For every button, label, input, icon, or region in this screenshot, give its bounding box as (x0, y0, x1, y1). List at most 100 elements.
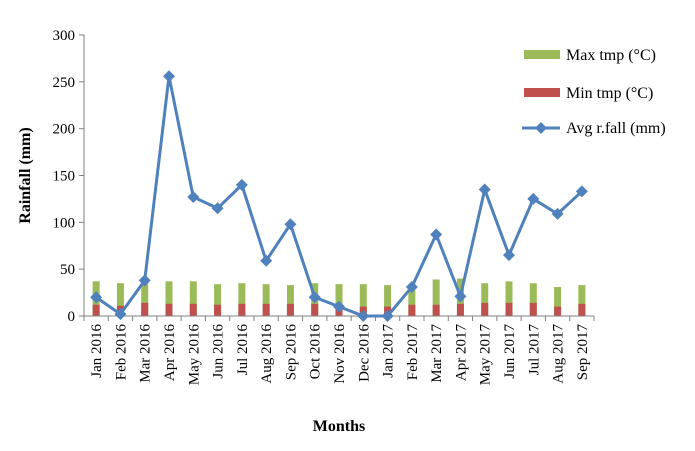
bar-max-tmp (529, 283, 537, 316)
x-tick-label: May 2016 (186, 324, 202, 386)
y-tick-label: 250 (53, 75, 76, 91)
axes (83, 35, 594, 317)
point-avg-rainfall (454, 290, 467, 303)
y-axis-ticks: 0 50 100 150 200 250 300 (53, 28, 84, 325)
y-tick-label: 300 (53, 28, 76, 44)
y-tick-label: 150 (53, 169, 76, 185)
bar-max-tmp (505, 281, 513, 316)
x-tick-label: Jun 2017 (502, 324, 518, 379)
x-tick-label: Jul 2017 (526, 324, 542, 376)
legend: Max tmp (°C) Min tmp (°C) Avg r.fall (mm) (522, 47, 666, 137)
bar-max-tmp (554, 286, 562, 316)
point-avg-rainfall (211, 202, 224, 215)
point-avg-rainfall (284, 218, 297, 231)
point-avg-rainfall (333, 300, 345, 313)
bar-max-tmp (335, 284, 343, 316)
bar-max-tmp (214, 284, 222, 316)
bar-min-tmp (505, 302, 513, 316)
x-tick-label: Sep 2017 (575, 324, 591, 381)
point-avg-rainfall (527, 192, 540, 205)
bar-min-tmp (408, 304, 416, 316)
bar-max-tmp (189, 281, 197, 316)
bar-max-tmp (481, 283, 489, 316)
x-tick-label: Jan 2016 (89, 324, 105, 378)
bar-max-tmp (238, 283, 246, 316)
x-tick-label: Mar 2017 (429, 324, 445, 383)
x-axis-title: Months (313, 418, 365, 435)
point-avg-rainfall (575, 185, 588, 198)
bar-max-tmp (165, 281, 173, 316)
legend-label-avg-rainfall: Avg r.fall (mm) (566, 120, 666, 137)
bar-min-tmp (238, 303, 246, 316)
x-tick-label: Sep 2016 (283, 324, 299, 381)
bar-min-tmp (92, 304, 100, 316)
point-avg-rainfall (235, 178, 248, 191)
bar-max-tmp (262, 284, 270, 316)
point-avg-rainfall (260, 254, 273, 267)
bar-min-tmp (141, 302, 149, 316)
bar-min-tmp (554, 306, 562, 316)
bar-max-tmp (578, 285, 586, 316)
y-tick-label: 50 (60, 262, 75, 278)
y-tick-label: 200 (53, 122, 76, 138)
bar-min-tmp (214, 304, 222, 316)
y-axis-title: Rainfall (mm) (17, 127, 34, 223)
point-avg-rainfall (163, 70, 175, 83)
point-avg-rainfall (381, 310, 394, 322)
y-tick-label: 100 (53, 215, 76, 231)
bar-min-tmp (262, 303, 270, 316)
series-line-avg-rainfall (95, 74, 583, 318)
point-avg-rainfall (405, 280, 418, 293)
x-tick-label: Apr 2017 (453, 324, 469, 382)
bar-min-tmp (456, 303, 464, 316)
x-tick-label: Dec 2016 (356, 324, 372, 382)
point-avg-rainfall (430, 228, 443, 241)
bar-min-tmp (286, 303, 294, 316)
line-layer (90, 70, 588, 322)
legend-label-max-tmp: Max tmp (°C) (566, 47, 656, 64)
point-avg-rainfall (90, 291, 103, 304)
bar-min-tmp (529, 302, 537, 316)
point-avg-rainfall (478, 183, 491, 196)
legend-swatch-marker-avg-rainfall (535, 122, 547, 134)
x-tick-label: Jan 2017 (381, 324, 397, 378)
bar-max-tmp (116, 283, 124, 316)
x-tick-label: Oct 2016 (308, 324, 324, 380)
bar-min-tmp (481, 302, 489, 316)
x-axis-ticks: Jan 2016 Feb 2016 Mar 2016 Apr 2016 May 2016… (83, 316, 595, 386)
x-tick-label: Aug 2016 (259, 324, 275, 384)
x-tick-label: Aug 2017 (551, 324, 567, 384)
x-tick-label: May 2017 (478, 324, 494, 386)
bar-max-tmp (384, 285, 392, 316)
bar-max-tmp (286, 285, 294, 316)
bar-min-tmp (432, 304, 440, 316)
x-tick-label: Nov 2016 (332, 324, 348, 384)
point-avg-rainfall (551, 207, 564, 220)
point-avg-rainfall (308, 291, 321, 304)
legend-swatch-min-tmp (524, 88, 560, 97)
x-tick-label: Feb 2017 (405, 324, 421, 381)
legend-swatch-max-tmp (524, 50, 560, 59)
bar-max-tmp (359, 284, 367, 316)
bar-max-tmp (408, 284, 416, 316)
bar-min-tmp (578, 303, 586, 316)
bar-max-tmp (432, 279, 440, 316)
bar-max-tmp (141, 281, 149, 316)
point-avg-rainfall (503, 249, 515, 262)
point-avg-rainfall (357, 310, 370, 322)
y-tick-label: 0 (68, 309, 76, 325)
point-avg-rainfall (114, 308, 127, 321)
bar-min-tmp (189, 303, 197, 316)
bar-min-tmp (311, 303, 319, 316)
x-tick-label: Apr 2016 (162, 324, 178, 382)
x-tick-label: Feb 2016 (113, 324, 129, 381)
point-avg-rainfall (187, 191, 200, 204)
x-tick-label: Jun 2016 (211, 324, 227, 379)
bar-min-tmp (165, 303, 173, 316)
x-tick-label: Mar 2016 (138, 324, 154, 383)
x-tick-label: Jul 2016 (235, 324, 251, 376)
point-avg-rainfall (138, 274, 151, 287)
legend-label-min-tmp: Min tmp (°C) (566, 85, 653, 102)
